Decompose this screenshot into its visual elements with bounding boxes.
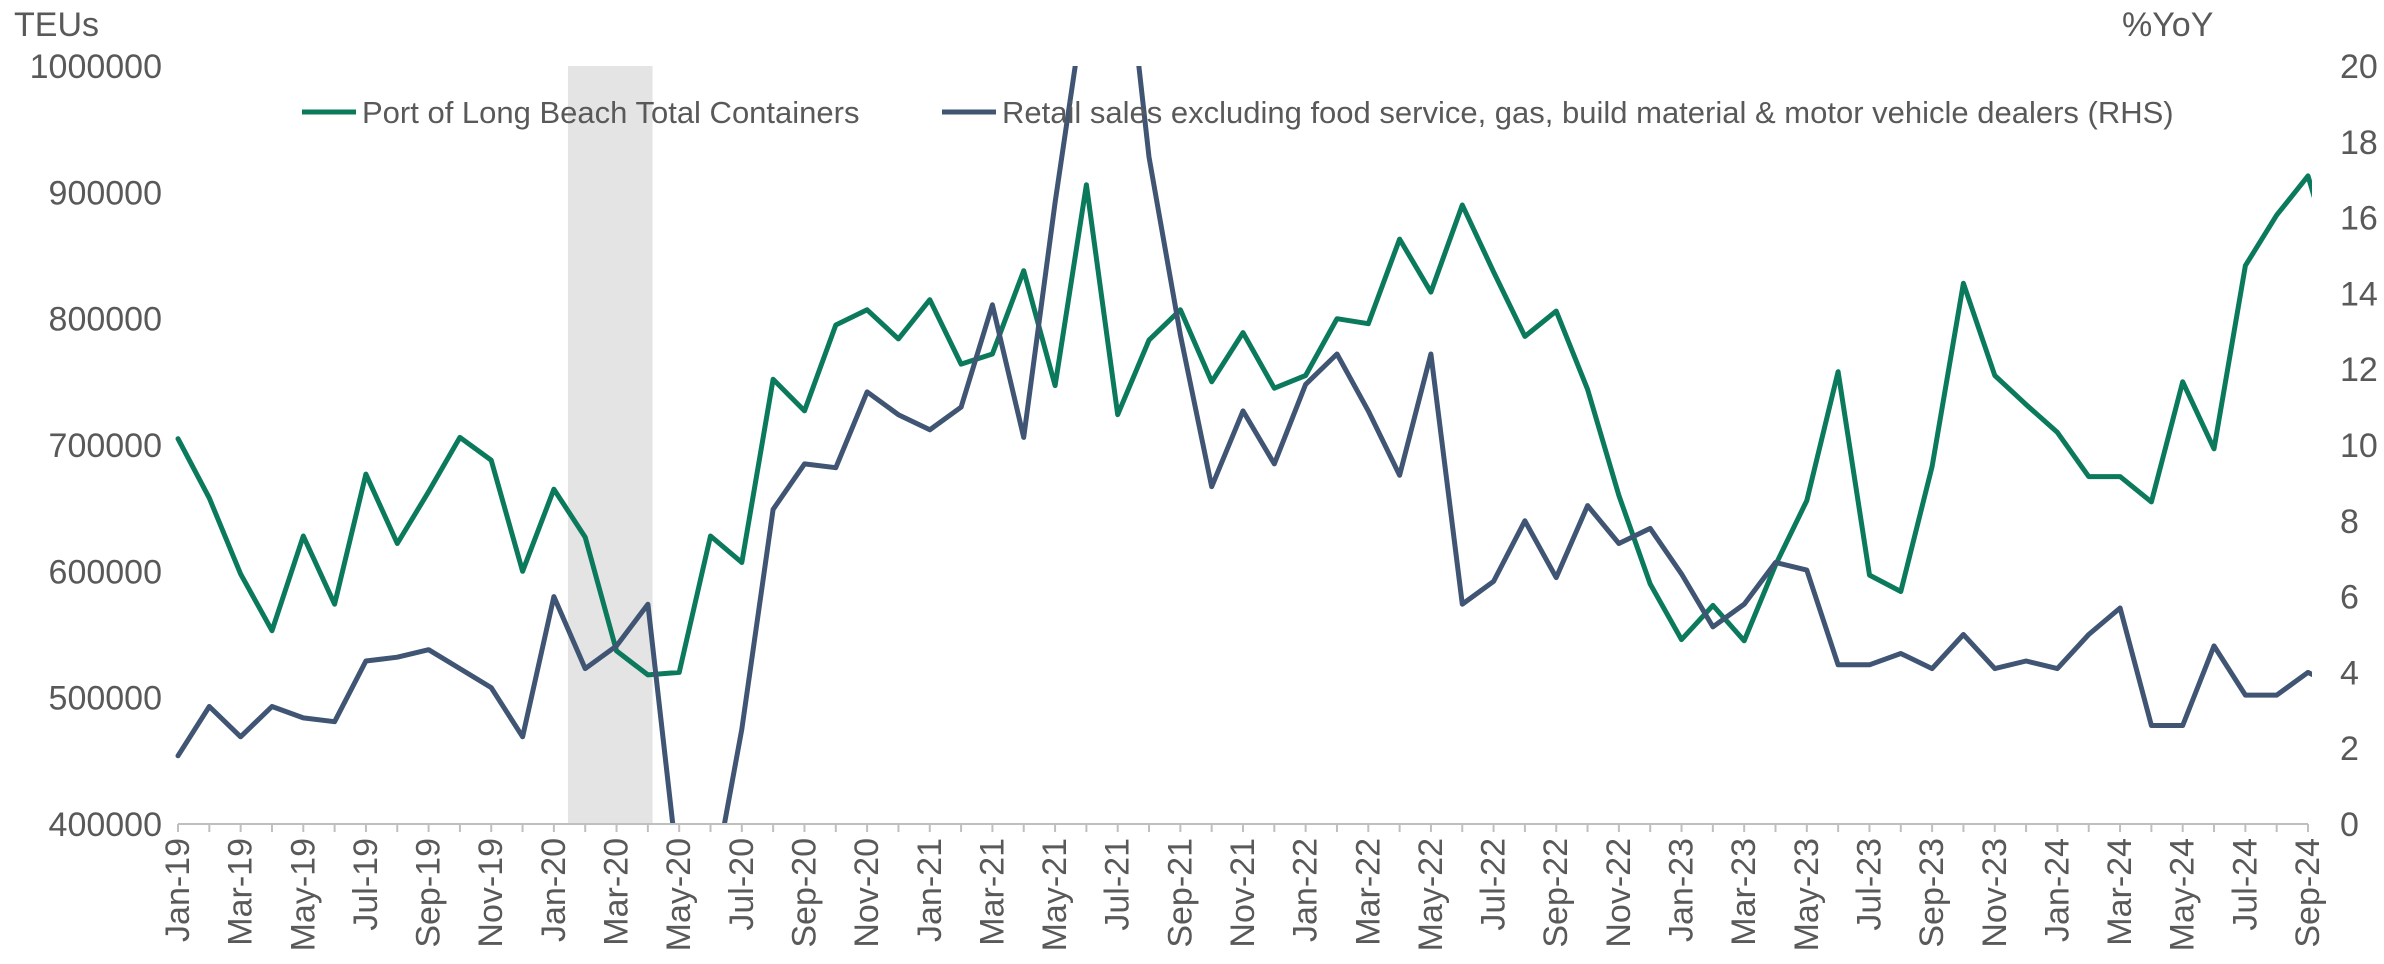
- shaded-period: [567, 66, 653, 824]
- x-tick-label: Jul-19: [347, 838, 385, 931]
- series-line-retail-sales: [175, 66, 2312, 824]
- legend: Port of Long Beach Total Containers Reta…: [302, 95, 2174, 130]
- x-tick-label: Jan-22: [1287, 838, 1325, 942]
- x-tick-label: May-19: [284, 838, 322, 951]
- x-tick-label: Sep-21: [1161, 838, 1199, 948]
- right-y-tick-label: 2: [2340, 730, 2359, 768]
- x-tick-label: May-21: [1036, 838, 1074, 951]
- left-y-axis-ticks: 400000 500000 600000 700000 800000 900000 1000…: [30, 48, 162, 844]
- x-tick-label: May-20: [660, 838, 698, 951]
- x-tick-label: Jul-21: [1099, 838, 1137, 931]
- x-tick-label: Jan-21: [911, 838, 949, 942]
- left-axis-title: TEUs: [14, 6, 99, 44]
- right-y-axis-ticks: 0 2 4 6 8 10 12 14 16 18 20: [2340, 48, 2378, 844]
- x-tick-label: Nov-22: [1600, 838, 1638, 948]
- x-tick-label: Mar-21: [973, 838, 1011, 946]
- right-y-tick-label: 14: [2340, 275, 2378, 313]
- left-y-tick-label: 900000: [49, 174, 162, 212]
- left-y-tick-label: 600000: [49, 553, 162, 591]
- x-tick-label: Mar-23: [1725, 838, 1763, 946]
- legend-label-port: Port of Long Beach Total Containers: [362, 95, 859, 130]
- right-y-tick-label: 6: [2340, 579, 2359, 617]
- x-tick-label: Sep-22: [1537, 838, 1575, 948]
- x-tick-label: Nov-20: [848, 838, 886, 948]
- left-y-tick-label: 500000: [49, 680, 162, 718]
- x-tick-label: Jan-23: [1663, 838, 1701, 942]
- x-tick-label: Mar-20: [598, 838, 636, 946]
- x-tick-label: Sep-24: [2289, 838, 2327, 948]
- right-y-tick-label: 18: [2340, 124, 2378, 162]
- x-tick-label: Jul-24: [2226, 838, 2264, 931]
- right-y-tick-label: 20: [2340, 48, 2378, 86]
- series-lines: [175, 66, 2312, 824]
- x-tick-label: Jul-22: [1475, 838, 1513, 931]
- x-tick-label: May-23: [1788, 838, 1826, 951]
- legend-label-retail: Retail sales excluding food service, gas…: [1002, 95, 2174, 130]
- x-tick-label: May-22: [1412, 838, 1450, 951]
- x-tick-label: Jul-23: [1850, 838, 1888, 931]
- x-tick-label: Jul-20: [723, 838, 761, 931]
- x-tick-label: Nov-21: [1224, 838, 1262, 948]
- x-tick-label: May-24: [2164, 838, 2202, 951]
- x-tick-label: Mar-24: [2101, 838, 2139, 946]
- x-tick-label: Sep-19: [410, 838, 448, 948]
- left-y-tick-label: 400000: [49, 806, 162, 844]
- x-tick-label: Nov-23: [1976, 838, 2014, 948]
- left-y-tick-label: 700000: [49, 427, 162, 465]
- x-tick-label: Mar-19: [222, 838, 260, 946]
- x-tick-label: Nov-19: [472, 838, 510, 948]
- right-y-tick-label: 4: [2340, 654, 2359, 692]
- right-axis-title: %YoY: [2122, 6, 2213, 44]
- right-y-tick-label: 8: [2340, 503, 2359, 541]
- right-y-tick-label: 12: [2340, 351, 2378, 389]
- x-tick-label: Jan-24: [2038, 838, 2076, 942]
- x-tick-label: Jan-20: [535, 838, 573, 942]
- x-tick-label: Sep-20: [785, 838, 823, 948]
- x-tick-label: Sep-23: [1913, 838, 1951, 948]
- x-tick-label: Mar-22: [1349, 838, 1387, 946]
- right-y-tick-label: 0: [2340, 806, 2359, 844]
- right-y-tick-label: 16: [2340, 200, 2378, 238]
- x-axis-ticks: Jan-19 Mar-19 May-19 Jul-19 Sep-19 Nov-19 Jan-…: [159, 824, 2327, 951]
- x-tick-label: Jan-19: [159, 838, 197, 942]
- left-y-tick-label: 1000000: [30, 48, 162, 86]
- series-line-port-long-beach: [175, 173, 2312, 678]
- right-y-tick-label: 10: [2340, 427, 2378, 465]
- left-y-tick-label: 800000: [49, 301, 162, 339]
